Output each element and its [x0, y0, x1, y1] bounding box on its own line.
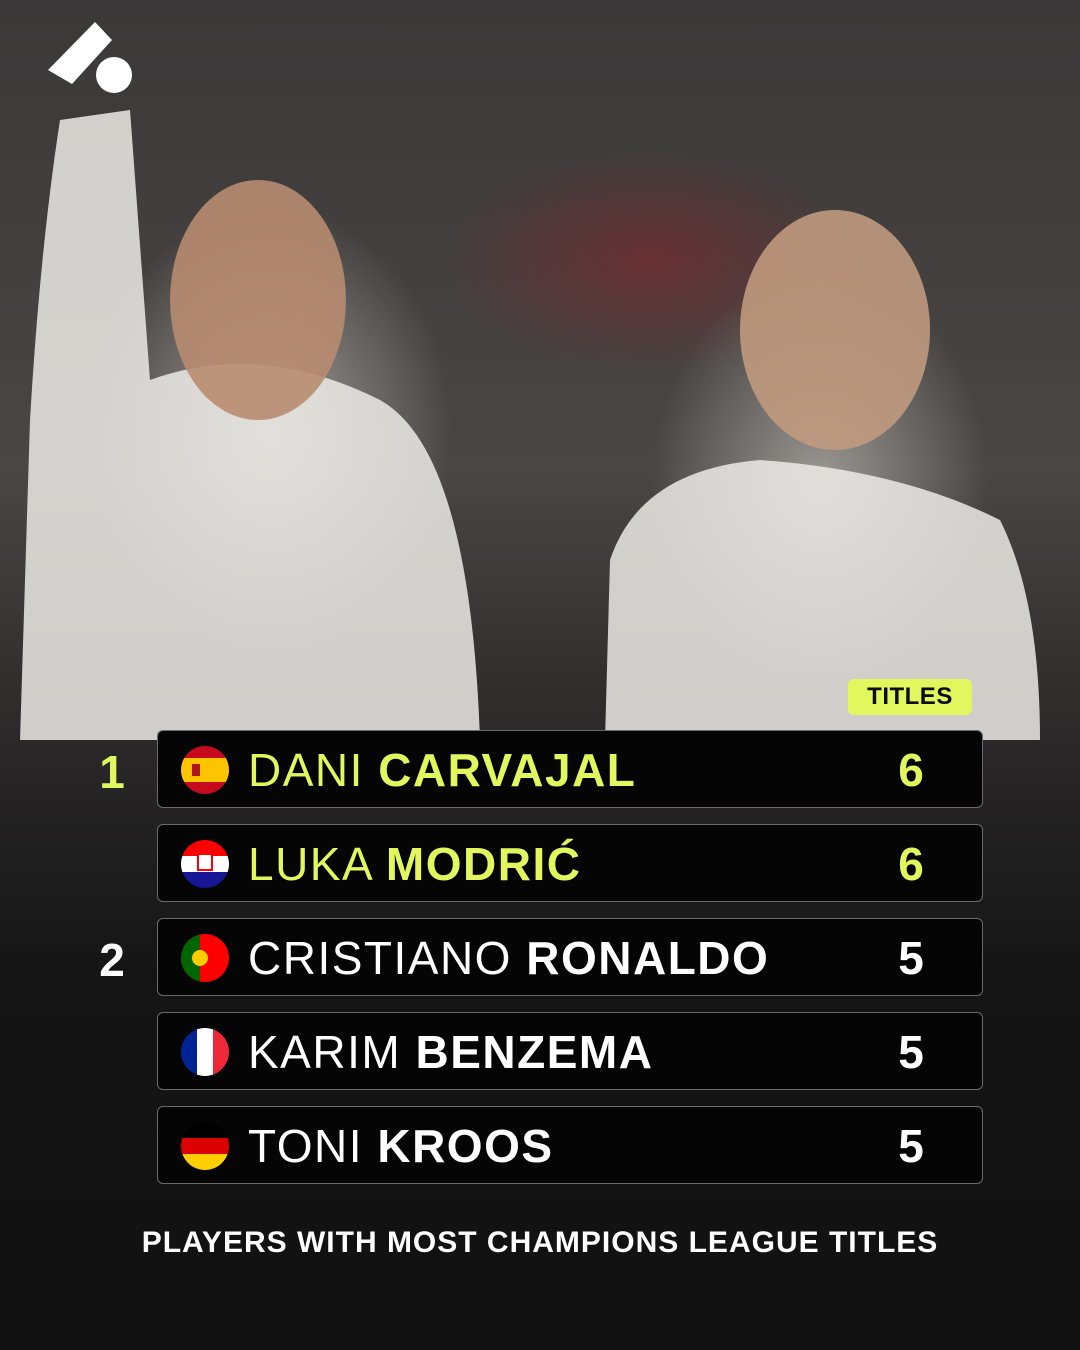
last-name: KROOS	[377, 1120, 554, 1172]
first-name: KARIM	[248, 1026, 402, 1078]
player-name: TONI KROOS	[248, 1107, 554, 1185]
titles: 5	[898, 1120, 924, 1172]
table-row: TONI KROOS 5	[157, 1106, 983, 1184]
logo	[48, 22, 132, 93]
table-row: KARIM BENZEMA 5	[157, 1012, 983, 1090]
player-name: KARIM BENZEMA	[248, 1013, 653, 1091]
player-name: LUKA MODRIĆ	[248, 825, 581, 903]
player-name: DANI CARVAJAL	[248, 731, 636, 809]
player-head	[740, 210, 930, 450]
player-shape	[20, 110, 480, 740]
last-name: MODRIĆ	[385, 838, 582, 890]
last-name: RONALDO	[526, 932, 770, 984]
flag	[181, 1028, 229, 1076]
table-row: LUKA MODRIĆ 6	[157, 824, 983, 902]
rank: 1	[99, 746, 125, 798]
titles: 5	[898, 1026, 924, 1078]
table-row: CRISTIANO RONALDO 5	[157, 918, 983, 996]
last-name: BENZEMA	[415, 1026, 654, 1078]
caption: PLAYERS WITH MOST CHAMPIONS LEAGUE TITLE…	[141, 1226, 939, 1259]
first-name: LUKA	[248, 838, 372, 890]
table-row: DANI CARVAJAL 6	[157, 730, 983, 808]
flag	[181, 840, 229, 888]
flag	[181, 746, 229, 794]
player-name: CRISTIANO RONALDO	[248, 919, 769, 997]
photo-backdrop	[20, 22, 1040, 740]
player-shape	[605, 460, 1040, 740]
player-head	[170, 180, 346, 420]
flag	[181, 1122, 229, 1170]
first-name: TONI	[248, 1120, 364, 1172]
titles: 6	[898, 744, 924, 796]
column-header: TITLES	[848, 679, 972, 715]
flag	[181, 934, 229, 982]
titles: 5	[898, 932, 924, 984]
first-name: CRISTIANO	[248, 932, 512, 984]
titles: 6	[898, 838, 924, 890]
last-name: CARVAJAL	[378, 744, 637, 796]
first-name: DANI	[248, 744, 364, 796]
rank: 2	[99, 934, 125, 986]
